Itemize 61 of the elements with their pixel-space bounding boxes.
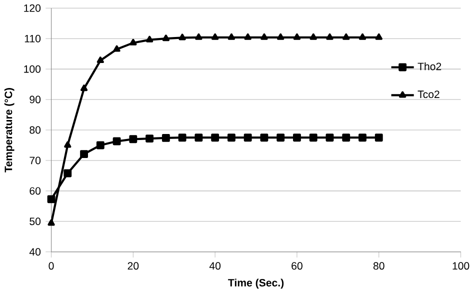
point <box>276 134 285 142</box>
x-axis-title: Time (Sec.) <box>228 278 284 289</box>
point <box>194 134 203 142</box>
point <box>162 134 170 142</box>
y-axis-title: Temperature (°C) <box>4 88 14 172</box>
point <box>260 33 268 40</box>
point <box>228 33 236 40</box>
point <box>195 33 202 40</box>
y-tick-label: 120 <box>24 4 41 12</box>
point <box>227 134 236 142</box>
point <box>326 33 334 40</box>
point <box>162 34 170 42</box>
point <box>146 134 154 143</box>
x-tick-label: 60 <box>292 262 302 270</box>
x-tick-label: 20 <box>128 262 139 270</box>
y-tick-label: 70 <box>30 156 41 164</box>
point <box>293 33 301 40</box>
point <box>309 134 318 142</box>
point <box>358 33 366 40</box>
point <box>130 38 137 46</box>
legend-label: Tho2 <box>418 62 442 70</box>
point <box>96 56 104 64</box>
y-tick-label: 110 <box>24 34 41 42</box>
x-tick-label: 40 <box>209 262 221 270</box>
y-tick-label: 40 <box>29 248 41 256</box>
point <box>96 141 104 150</box>
point <box>112 137 121 146</box>
point <box>178 134 186 142</box>
point <box>64 141 72 148</box>
point <box>244 33 252 40</box>
x-tick-label: 0 <box>48 262 54 270</box>
y-tick-label: 60 <box>30 187 41 195</box>
point <box>277 33 284 40</box>
point <box>80 150 88 158</box>
point <box>211 134 220 142</box>
point <box>80 84 88 92</box>
x-tick-label: 100 <box>452 262 470 270</box>
y-tick-label: 50 <box>30 218 41 226</box>
point <box>48 219 55 226</box>
legend-label: Tco2 <box>418 90 440 98</box>
point <box>64 169 72 178</box>
point <box>375 33 382 40</box>
point <box>113 45 120 52</box>
point <box>146 36 154 42</box>
point <box>47 195 56 204</box>
y-tick-label: 100 <box>24 65 41 73</box>
point <box>374 134 383 142</box>
point <box>293 134 301 142</box>
y-tick-label: 80 <box>30 126 41 134</box>
point <box>178 34 186 40</box>
point <box>211 33 219 40</box>
point <box>342 33 350 40</box>
point <box>244 134 252 142</box>
point <box>310 33 317 40</box>
point <box>342 134 350 142</box>
x-tick-label: 80 <box>373 262 384 270</box>
point <box>326 134 334 142</box>
point <box>129 135 138 144</box>
y-tick-label: 90 <box>30 96 41 104</box>
point <box>358 134 366 142</box>
point <box>260 134 268 142</box>
